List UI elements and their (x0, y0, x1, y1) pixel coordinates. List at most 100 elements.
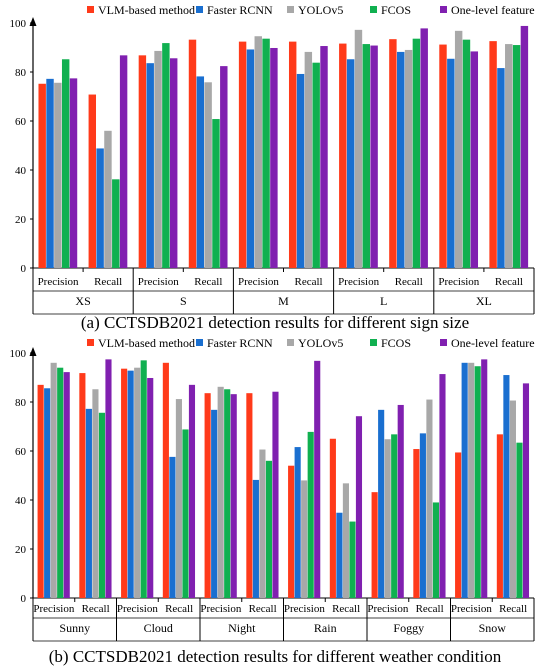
bar-4-3 (188, 384, 196, 598)
bar-4-3 (220, 66, 228, 269)
bar-1-5 (252, 479, 259, 598)
bar-0-8 (439, 44, 447, 269)
bar-4-4 (230, 394, 237, 598)
bar-3-5 (265, 460, 273, 598)
bar-1-6 (346, 59, 355, 269)
x-category-label: Precision (200, 603, 241, 615)
bar-1-1 (96, 148, 104, 268)
bar-3-0 (57, 367, 64, 598)
bar-2-4 (254, 36, 262, 269)
x-group-label: Cloud (144, 621, 173, 635)
bar-2-10 (468, 362, 475, 598)
legend-label-2: YOLOv5 (298, 3, 343, 17)
bar-0-6 (288, 465, 295, 598)
y-tick-label: 0 (21, 263, 27, 275)
bar-3-1 (98, 412, 106, 598)
bar-3-9 (512, 45, 521, 268)
bar-0-8 (371, 492, 378, 598)
y-tick-label: 100 (10, 18, 27, 30)
x-group-label: Snow (479, 621, 507, 635)
x-category-label: Precision (238, 276, 279, 288)
bar-0-10 (455, 452, 462, 598)
bar-1-8 (378, 409, 385, 598)
legend-label-0: VLM-based method (98, 3, 195, 17)
bar-0-2 (121, 368, 128, 598)
bar-0-0 (37, 384, 44, 598)
legend-swatch-2 (287, 339, 294, 346)
bar-4-1 (119, 55, 128, 269)
bar-2-3 (175, 399, 182, 598)
x-category-label: Recall (165, 603, 193, 615)
bar-3-4 (262, 38, 270, 269)
bar-1-0 (46, 78, 54, 268)
bar-2-5 (304, 51, 313, 268)
bar-1-7 (336, 512, 343, 598)
bar-2-0 (54, 82, 62, 268)
bar-0-6 (339, 43, 347, 268)
x-category-label: Recall (499, 603, 527, 615)
chart-a-caption: (a) CCTSDB2021 detection results for dif… (81, 313, 469, 332)
bar-3-6 (307, 431, 314, 598)
bar-4-5 (272, 391, 279, 598)
legend-label-4: One-level feature (451, 3, 535, 17)
bar-2-2 (154, 50, 162, 269)
x-group-label: XL (476, 294, 492, 308)
bar-2-11 (509, 400, 516, 598)
bar-3-7 (412, 38, 421, 269)
bar-2-9 (426, 399, 433, 598)
bar-1-9 (497, 68, 505, 268)
bar-0-5 (288, 41, 297, 269)
legend-swatch-2 (287, 6, 294, 13)
bar-0-4 (204, 393, 211, 598)
legend-swatch-4 (440, 339, 447, 346)
bar-2-6 (354, 29, 363, 268)
bar-2-8 (384, 439, 391, 598)
bar-2-5 (259, 449, 266, 598)
bar-2-7 (342, 483, 349, 598)
chart-b-weather-condition: VLM-based method Faster RCNN YOLOv5 FCOS One… (10, 336, 535, 642)
bar-1-7 (397, 51, 405, 268)
bar-4-4 (270, 47, 278, 268)
bar-2-3 (204, 82, 212, 268)
legend-label-2: YOLOv5 (298, 336, 343, 350)
bar-4-2 (147, 377, 154, 598)
bar-4-1 (105, 359, 112, 598)
x-category-label: Precision (284, 603, 325, 615)
bar-1-2 (127, 370, 134, 598)
bar-4-11 (522, 383, 530, 598)
bar-0-0 (38, 83, 46, 268)
x-group-label: Night (228, 621, 256, 635)
bar-1-5 (296, 73, 305, 269)
bar-2-9 (505, 44, 513, 268)
x-category-label: Precision (438, 276, 479, 288)
bar-0-3 (162, 362, 169, 598)
x-category-label: Recall (294, 276, 322, 288)
bar-1-8 (447, 58, 455, 268)
x-category-label: Recall (249, 603, 277, 615)
x-group-label: L (380, 294, 387, 308)
bar-4-2 (169, 58, 178, 268)
bar-0-7 (389, 39, 397, 268)
x-category-label: Recall (416, 603, 444, 615)
bar-3-0 (61, 59, 70, 269)
y-axis-arrow (29, 17, 37, 26)
y-tick-label: 0 (21, 593, 27, 605)
legend-swatch-3 (370, 6, 377, 13)
bar-4-6 (370, 45, 378, 268)
bar-1-3 (169, 456, 176, 598)
x-category-label: Recall (94, 276, 122, 288)
bar-3-5 (312, 62, 320, 268)
bar-3-1 (112, 179, 120, 268)
y-tick-label: 20 (15, 214, 27, 226)
bar-4-10 (481, 359, 488, 598)
bar-2-1 (104, 130, 112, 268)
bar-3-10 (474, 366, 481, 598)
legend-swatch-1 (196, 339, 203, 346)
bar-0-11 (496, 434, 503, 598)
bar-1-10 (461, 362, 468, 598)
legend-swatch-1 (196, 6, 203, 13)
x-category-label: Precision (367, 603, 408, 615)
bar-1-3 (196, 76, 205, 268)
bar-4-7 (420, 28, 428, 268)
x-group-label: Sunny (59, 621, 90, 635)
